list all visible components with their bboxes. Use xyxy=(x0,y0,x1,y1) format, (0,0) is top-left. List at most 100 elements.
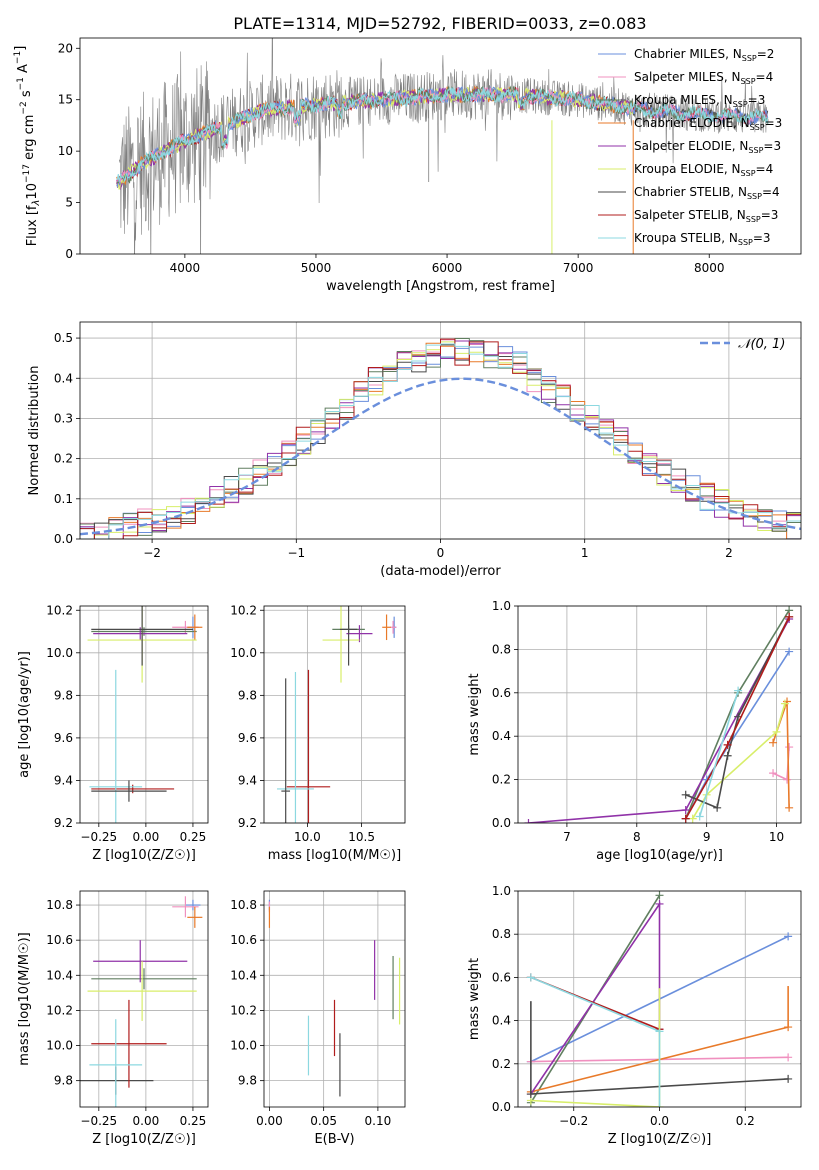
y-axis-label: age [log10(age/yr)] xyxy=(17,651,32,778)
y-tick-label: 9.4 xyxy=(54,773,73,787)
y-tick-label: 10.2 xyxy=(230,1003,257,1017)
y-tick-label: 0.3 xyxy=(54,411,73,425)
x-tick-label: −0.2 xyxy=(559,1114,588,1128)
y-tick-label: 10.8 xyxy=(46,898,73,912)
plus-marker xyxy=(784,1074,793,1083)
x-tick-label: 0.25 xyxy=(180,1114,207,1128)
y-tick-label: 10.4 xyxy=(46,968,73,982)
x-tick-label: 7000 xyxy=(563,261,594,275)
y-tick-label: 0.8 xyxy=(492,927,511,941)
plot-area xyxy=(80,896,203,1107)
y-tick-label: 20 xyxy=(58,41,73,55)
y-tick-label: 0.4 xyxy=(54,371,73,385)
y-tick-label: 0.2 xyxy=(492,773,511,787)
plus-marker xyxy=(688,814,697,823)
plus-marker xyxy=(785,803,794,812)
x-axis-label: Z [log10(Z/Z☉)] xyxy=(608,1132,712,1147)
normal-distribution-curve xyxy=(80,377,801,536)
x-tick-label: 0.00 xyxy=(133,830,160,844)
x-tick-label: 0.25 xyxy=(180,830,207,844)
x-tick-label: 0.00 xyxy=(256,1114,283,1128)
y-tick-label: 0.0 xyxy=(54,532,73,546)
panel-spectrum: 4000 5000 6000 7000 8000 0 5 10 15 20 wavelength [… xyxy=(13,37,802,294)
x-tick-label: 9 xyxy=(703,830,711,844)
y-tick-label: 10.6 xyxy=(230,933,257,947)
legend-entry: Kroupa STELIB, NSSP=3 xyxy=(634,231,771,247)
panel-mass-weight-vs-age: 7 8 9 10 0.0 0.2 0.4 0.6 0.8 1.0 age [log10(age/yr… xyxy=(467,599,802,863)
plus-marker xyxy=(713,803,722,812)
x-axis-label: E(B-V) xyxy=(314,1132,354,1147)
plot-area xyxy=(116,38,769,254)
y-axis-label: Normed distribution xyxy=(27,366,42,496)
y-tick-label: 0.4 xyxy=(492,729,511,743)
y-tick-label: 0.4 xyxy=(492,1014,511,1028)
plus-marker xyxy=(780,699,789,708)
y-tick-label: 9.8 xyxy=(54,688,73,702)
legend-entry: Chabrier STELIB, NSSP=4 xyxy=(634,185,780,201)
mass-weight-line xyxy=(530,1099,660,1107)
y-axis-label: Flux [fλ10−17 erg cm−2 s−1 A−1] xyxy=(13,46,42,247)
y-axis-label: mass [log10(M/M☉)] xyxy=(17,932,32,1065)
y-tick-label: 9.6 xyxy=(54,731,73,745)
x-axis-label: mass [log10(M/M☉)] xyxy=(268,848,401,863)
x-tick-label: −0.25 xyxy=(80,830,117,844)
panel-age-vs-mass: 10.0 10.5 9.2 9.4 9.6 9.8 10.0 10.2 mass [log10(… xyxy=(230,603,406,863)
y-tick-label: 10.0 xyxy=(230,646,257,660)
x-tick-label: 4000 xyxy=(170,261,201,275)
y-tick-label: 0.0 xyxy=(492,1100,511,1114)
plus-marker xyxy=(785,743,794,752)
x-axis-label: Z [log10(Z/Z☉)] xyxy=(92,1132,196,1147)
axes-frame xyxy=(79,605,209,824)
plot-area xyxy=(87,606,203,823)
x-tick-label: 2 xyxy=(725,546,733,560)
plus-marker xyxy=(784,932,793,941)
y-tick-label: 9.8 xyxy=(54,1074,73,1088)
plot-area xyxy=(526,891,793,1107)
panel-mass-vs-Z: −0.25 0.00 0.25 9.8 10.0 10.2 10.4 10.6 10.8 Z [l… xyxy=(17,890,209,1147)
plus-marker xyxy=(785,612,794,621)
x-tick-label: −1 xyxy=(287,546,305,560)
mass-weight-line xyxy=(692,703,786,820)
plot-area xyxy=(80,337,801,539)
y-tick-label: 10.6 xyxy=(46,933,73,947)
plus-marker xyxy=(681,814,690,823)
x-tick-label: 1 xyxy=(581,546,589,560)
y-axis-label: mass weight xyxy=(467,958,482,1040)
y-tick-label: 10.0 xyxy=(230,1039,257,1053)
y-tick-label: 10.2 xyxy=(46,1003,73,1017)
y-tick-label: 10.0 xyxy=(46,1039,73,1053)
legend: Chabrier MILES, NSSP=2 Salpeter MILES, NS… xyxy=(598,47,782,247)
plot-area xyxy=(277,606,397,823)
x-tick-label: −2 xyxy=(143,546,161,560)
residual-histogram-step xyxy=(80,338,801,539)
mass-weight-line xyxy=(698,690,739,817)
plus-marker xyxy=(723,740,732,749)
plus-marker xyxy=(723,751,732,760)
legend-entry: Salpeter ELODIE, NSSP=3 xyxy=(634,139,781,155)
x-axis-label: age [log10(age/yr)] xyxy=(596,848,723,863)
x-tick-label: 0.2 xyxy=(736,1114,755,1128)
x-tick-label: 10 xyxy=(769,830,784,844)
y-tick-label: 10.2 xyxy=(46,603,73,617)
x-axis-label: (data-model)/error xyxy=(380,564,501,579)
mass-weight-line xyxy=(530,976,660,1033)
y-tick-label: 10 xyxy=(58,144,73,158)
y-axis-label: mass weight xyxy=(467,673,482,755)
x-tick-label: 0.10 xyxy=(365,1114,392,1128)
y-tick-label: 9.2 xyxy=(238,816,257,830)
axes-frame xyxy=(517,890,802,1108)
y-tick-label: 5 xyxy=(65,196,73,210)
mass-weight-line xyxy=(685,616,790,809)
y-tick-label: 0.6 xyxy=(492,686,511,700)
plus-marker xyxy=(526,973,535,982)
axes-frame xyxy=(263,890,406,1108)
plus-marker xyxy=(655,891,664,900)
y-tick-label: 10.2 xyxy=(230,603,257,617)
y-tick-label: 0.5 xyxy=(54,331,73,345)
x-axis-label: Z [log10(Z/Z☉)] xyxy=(92,848,196,863)
y-tick-label: 0 xyxy=(65,247,73,261)
x-tick-label: 0 xyxy=(437,546,445,560)
x-tick-label: 8 xyxy=(633,830,641,844)
legend-entry: Chabrier ELODIE, NSSP=3 xyxy=(634,116,782,132)
